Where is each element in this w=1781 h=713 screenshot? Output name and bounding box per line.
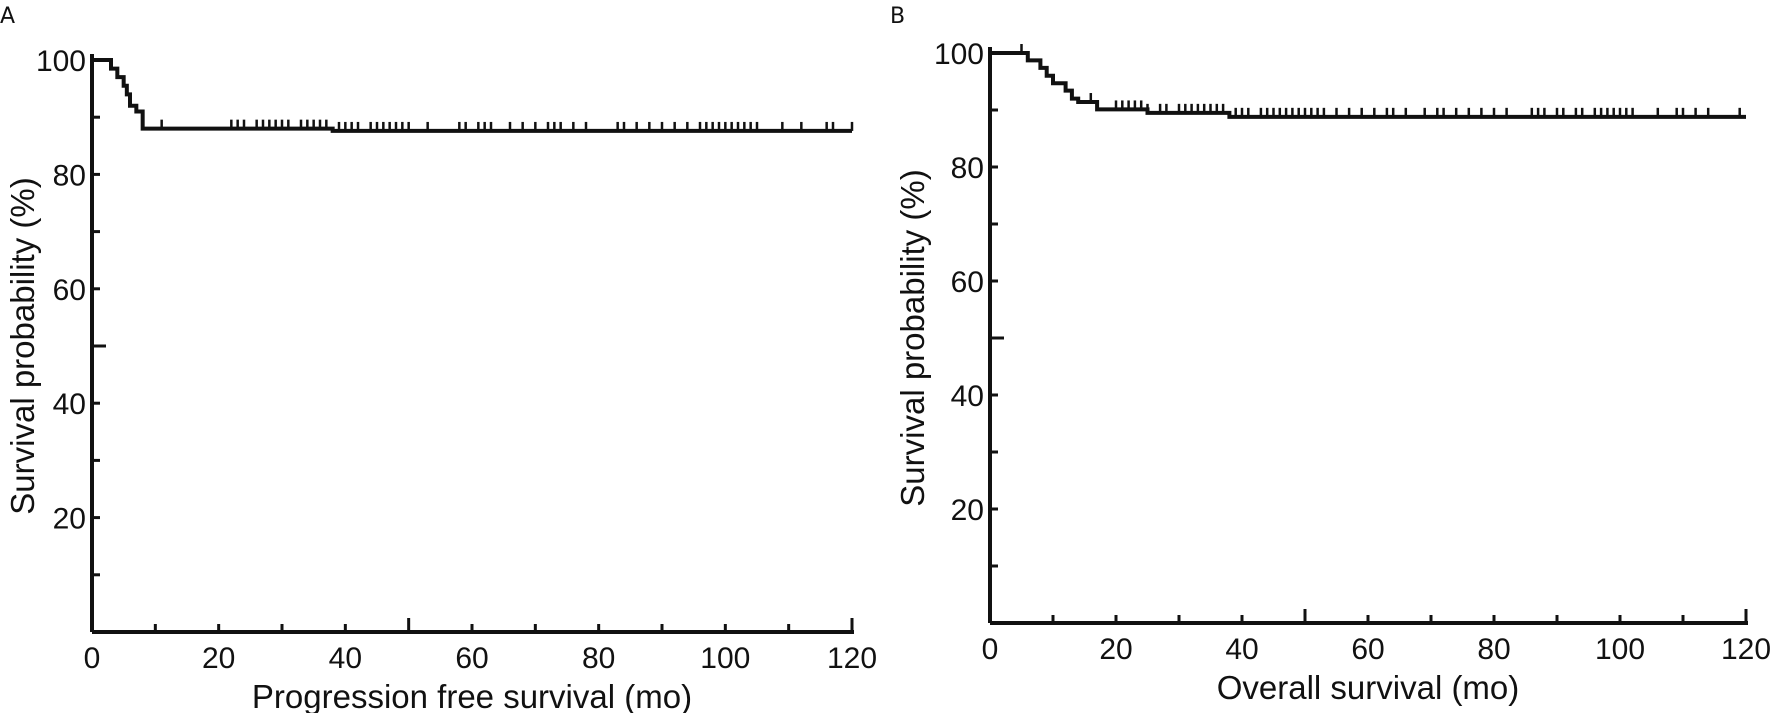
- x-tick-label: 80: [582, 642, 615, 675]
- panel-b: B 0 20 40 60 80 100 120 20 40 60 80 100 Overall surv…: [890, 0, 1780, 713]
- x-tick-label: 100: [700, 642, 750, 675]
- x-tick-label: 40: [1225, 633, 1258, 666]
- x-tick-label: 0: [84, 642, 101, 675]
- y-tick-label: 100: [934, 38, 984, 71]
- y-axis-title: Survival probability (%): [894, 169, 931, 506]
- x-tick-label: 0: [982, 633, 999, 666]
- y-tick-label: 60: [53, 274, 86, 307]
- x-tick-label: 120: [1721, 633, 1771, 666]
- x-tick-label: 20: [202, 642, 235, 675]
- y-tick-label: 20: [53, 503, 86, 536]
- y-tick-label: 40: [53, 388, 86, 421]
- y-tick-label: 80: [951, 152, 984, 185]
- x-tick-label: 60: [455, 642, 488, 675]
- panel-a: A 0 20 40 60 80 100 120 20 40 60 80 100 Progression …: [0, 0, 890, 713]
- y-tick-label: 40: [951, 380, 984, 413]
- km-plot-os: 0 20 40 60 80 100 120 20 40 60 80 100 Overall surviv…: [894, 38, 1771, 706]
- x-axis-title: Progression free survival (mo): [252, 678, 692, 713]
- y-tick-label: 20: [951, 494, 984, 527]
- x-tick-label: 80: [1477, 633, 1510, 666]
- x-tick-label: 100: [1595, 633, 1645, 666]
- panel-label: B: [890, 4, 906, 29]
- x-tick-label: 60: [1351, 633, 1384, 666]
- y-tick-label: 100: [36, 45, 86, 78]
- x-tick-label: 40: [329, 642, 362, 675]
- x-axis-title: Overall survival (mo): [1217, 669, 1520, 706]
- y-tick-label: 60: [951, 266, 984, 299]
- x-tick-label: 120: [827, 642, 877, 675]
- y-axis-title: Survival probability (%): [4, 177, 41, 514]
- y-tick-label: 80: [53, 159, 86, 192]
- survival-curve: [92, 58, 852, 133]
- survival-curve: [990, 51, 1746, 119]
- panel-label: A: [0, 4, 16, 29]
- x-tick-label: 20: [1099, 633, 1132, 666]
